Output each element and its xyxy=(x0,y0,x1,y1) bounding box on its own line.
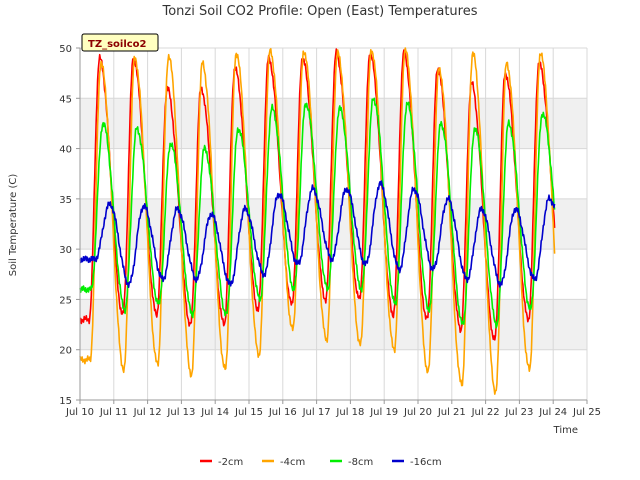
y-tick-label: 15 xyxy=(59,396,72,407)
x-tick-label: Jul 11 xyxy=(99,407,128,418)
axes: 15 20 25 30 35 40 45 50 Jul 10 Jul 11 Jul 12 Jul 13… xyxy=(59,44,601,418)
legend-item: -4cm xyxy=(262,457,305,468)
legend-item: -2cm xyxy=(200,457,243,468)
x-tick-label: Jul 21 xyxy=(437,407,466,418)
x-tick-label: Jul 13 xyxy=(166,407,195,418)
chart-title: Tonzi Soil CO2 Profile: Open (East) Temp… xyxy=(161,4,477,19)
x-tick-label: Jul 10 xyxy=(65,407,94,418)
x-tick-label: Jul 23 xyxy=(504,407,533,418)
x-tick-label: Jul 24 xyxy=(538,407,567,418)
x-tick-label: Jul 22 xyxy=(471,407,500,418)
legend-item: -8cm xyxy=(330,457,373,468)
y-tick-label: 30 xyxy=(59,245,72,256)
legend-label: -4cm xyxy=(280,457,305,468)
y-tick-label: 50 xyxy=(59,44,72,55)
series-line-8cmcm xyxy=(79,97,556,329)
x-tick-label: Jul 25 xyxy=(572,407,601,418)
plot-badge-text: TZ_soilco2 xyxy=(88,39,147,50)
x-tick-label: Jul 17 xyxy=(302,407,331,418)
y-tick-label: 35 xyxy=(59,195,72,206)
legend-label: -16cm xyxy=(410,457,442,468)
legend-label: -8cm xyxy=(348,457,373,468)
legend-item: -16cm xyxy=(392,457,442,468)
y-axis-label: Soil Temperature (C) xyxy=(8,174,19,277)
series-line-4cmcm xyxy=(79,47,556,395)
series-line-16cmcm xyxy=(79,180,556,288)
plot-badge: TZ_soilco2 xyxy=(81,33,159,52)
plot-band xyxy=(80,299,587,350)
legend-label: -2cm xyxy=(218,457,243,468)
x-tick-label: Jul 20 xyxy=(403,407,432,418)
x-axis-label: Time xyxy=(553,425,578,436)
y-tick-label: 45 xyxy=(59,94,72,105)
x-tick-label: Jul 18 xyxy=(335,407,364,418)
x-tick-label: Jul 14 xyxy=(200,407,229,418)
legend: -2cm -4cm -8cm -16cm xyxy=(200,457,442,468)
x-tick-label: Jul 19 xyxy=(369,407,398,418)
series-layer xyxy=(79,47,556,395)
y-tick-label: 25 xyxy=(59,295,72,306)
x-tick-label: Jul 16 xyxy=(268,407,297,418)
x-tick-label: Jul 15 xyxy=(234,407,263,418)
y-tick-label: 20 xyxy=(59,346,72,357)
y-tick-label: 40 xyxy=(59,145,72,156)
x-tick-label: Jul 12 xyxy=(133,407,162,418)
